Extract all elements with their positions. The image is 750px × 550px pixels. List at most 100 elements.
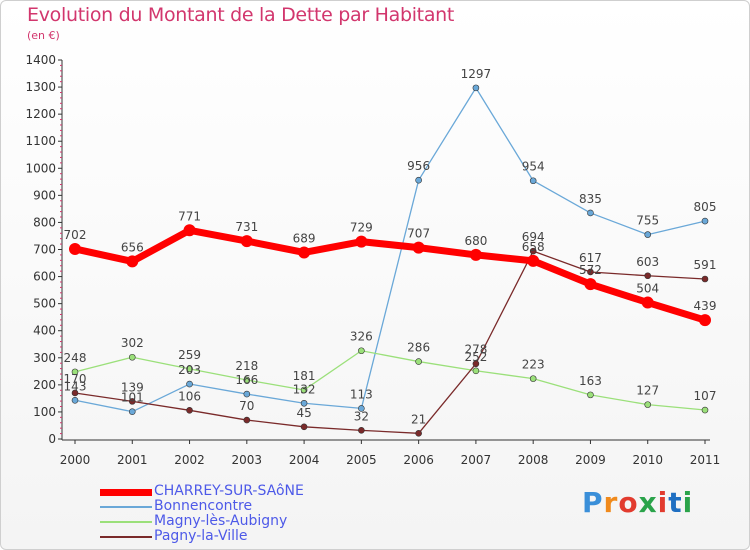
data-label-3: 617: [579, 251, 602, 265]
series-point-0: [240, 235, 253, 248]
series-point-0: [469, 248, 482, 261]
data-label-2: 259: [178, 348, 201, 362]
legend-swatch: [100, 521, 152, 523]
series-point-1: [415, 176, 422, 184]
data-label-2: 223: [522, 358, 545, 372]
series-point-1: [243, 390, 251, 398]
chart-title: Evolution du Montant de la Dette par Hab…: [27, 4, 455, 26]
data-label-3: 32: [354, 409, 369, 423]
series-point-0: [641, 296, 654, 309]
series-point-1: [300, 399, 308, 407]
x-tick-label: 2000: [60, 453, 91, 467]
data-label-0: 707: [407, 227, 430, 241]
series-point-2: [587, 391, 594, 399]
series-point-1: [358, 405, 365, 412]
data-label-1: 755: [636, 214, 659, 228]
y-tick-label: 0: [48, 432, 56, 446]
data-label-3: 694: [522, 230, 545, 244]
data-label-1: 203: [178, 363, 201, 377]
series-point-0: [412, 241, 425, 254]
data-label-0: 689: [293, 231, 316, 245]
series-lines: [69, 84, 711, 437]
series-point-2: [415, 358, 422, 365]
series-point-0: [527, 254, 540, 267]
series-point-2: [529, 375, 537, 382]
series-point-3: [186, 407, 193, 414]
series-point-2: [243, 376, 251, 384]
data-label-2: 252: [464, 350, 487, 364]
series-point-0: [126, 255, 139, 268]
data-label-1: 143: [64, 379, 87, 393]
data-label-2: 248: [64, 351, 87, 365]
data-label-1: 954: [522, 160, 545, 174]
data-label-0: 656: [121, 240, 144, 254]
x-tick-label: 2005: [346, 453, 377, 467]
y-tick-label: 1400: [25, 53, 56, 67]
series-point-3: [71, 389, 79, 397]
x-tick-label: 2010: [632, 453, 663, 467]
data-label-0: 439: [694, 299, 717, 313]
data-label-1: 101: [121, 391, 144, 405]
series-point-1: [472, 84, 480, 92]
data-label-1: 1297: [461, 67, 492, 81]
series-point-3: [472, 360, 480, 368]
series-point-0: [69, 242, 81, 255]
y-tick-label: 400: [33, 324, 56, 338]
data-label-3: 45: [296, 406, 311, 420]
y-tick-label: 600: [33, 270, 56, 284]
legend-swatch: [100, 506, 152, 508]
series-line-3: [74, 250, 706, 434]
data-label-2: 107: [694, 389, 717, 403]
series-point-2: [358, 347, 365, 355]
data-label-1: 805: [694, 200, 717, 214]
y-tick-label: 1200: [25, 107, 56, 121]
data-label-1: 113: [350, 387, 373, 401]
legend-swatch: [100, 488, 152, 496]
data-label-2: 286: [407, 341, 430, 355]
series-line-1: [74, 87, 706, 413]
data-label-0: 572: [579, 263, 602, 277]
data-label-0: 702: [64, 228, 87, 242]
series-point-3: [243, 416, 251, 424]
x-tick-label: 2002: [174, 453, 205, 467]
series-point-3: [300, 423, 308, 431]
legend-label: Magny-lès-Aubigny: [154, 513, 288, 529]
series-point-2: [300, 386, 308, 394]
series-point-1: [587, 209, 594, 217]
data-label-3: 603: [636, 255, 659, 269]
series-point-3: [358, 427, 365, 434]
x-tick-label: 2009: [575, 453, 606, 467]
series-point-2: [128, 353, 136, 361]
x-tick-label: 2001: [117, 453, 148, 467]
y-tick-label: 900: [33, 188, 56, 202]
series-point-2: [701, 406, 709, 414]
series-point-0: [584, 278, 597, 291]
data-label-2: 326: [350, 330, 373, 344]
data-label-3: 70: [239, 399, 254, 413]
y-tick-label: 700: [33, 243, 56, 257]
series-point-1: [644, 231, 652, 238]
series-point-1: [128, 408, 136, 415]
x-tick-label: 2004: [289, 453, 320, 467]
legend-label: CHARREY-SUR-SAôNE: [154, 483, 304, 499]
series-point-0: [183, 224, 196, 237]
legend-swatch: [100, 536, 152, 538]
y-tick-label: 200: [33, 378, 56, 392]
series-point-3: [415, 430, 422, 437]
x-tick-label: 2006: [403, 453, 434, 467]
data-label-3: 278: [464, 343, 487, 357]
data-label-0: 504: [636, 282, 659, 296]
data-label-3: 21: [411, 412, 426, 426]
x-tick-label: 2007: [461, 453, 492, 467]
series-point-1: [529, 177, 537, 185]
y-tick-label: 800: [33, 215, 56, 229]
series-point-1: [701, 217, 709, 225]
y-tick-label: 1000: [25, 161, 56, 175]
y-tick-label: 1300: [25, 80, 56, 94]
series-point-1: [71, 396, 79, 404]
x-tick-label: 2008: [518, 453, 549, 467]
x-tick-label: 2011: [690, 453, 721, 467]
proxiti-logo: Proxiti: [582, 486, 694, 519]
data-labels: 143 101 203 166 132 113 956 1297 954 835 755 805 248…: [64, 67, 717, 426]
